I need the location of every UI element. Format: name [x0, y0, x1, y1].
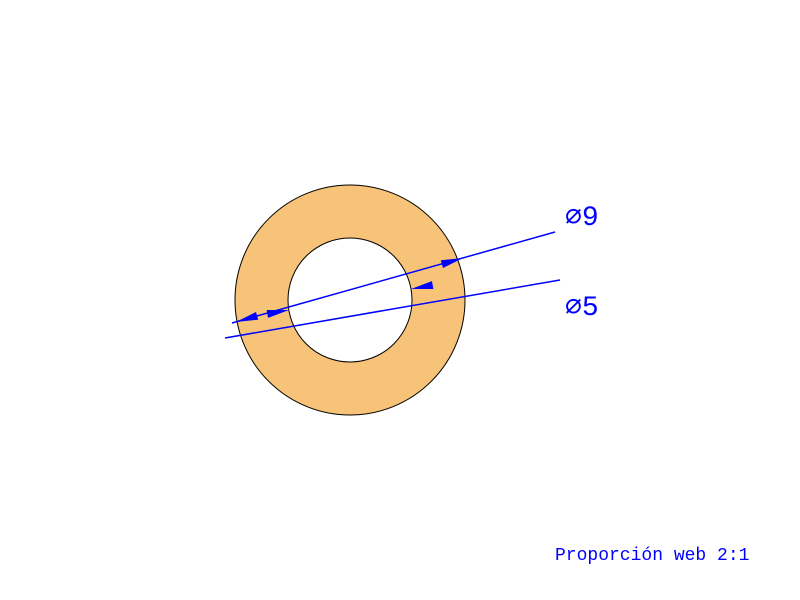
technical-drawing: ∅9 ∅5 Proporción web 2:1 — [0, 0, 800, 600]
dimension-inner-label: ∅5 — [565, 293, 599, 324]
footer-proportion-text: Proporción web 2:1 — [555, 546, 749, 566]
dimension-outer-label: ∅9 — [565, 203, 599, 234]
ring-inner-circle — [288, 238, 412, 362]
